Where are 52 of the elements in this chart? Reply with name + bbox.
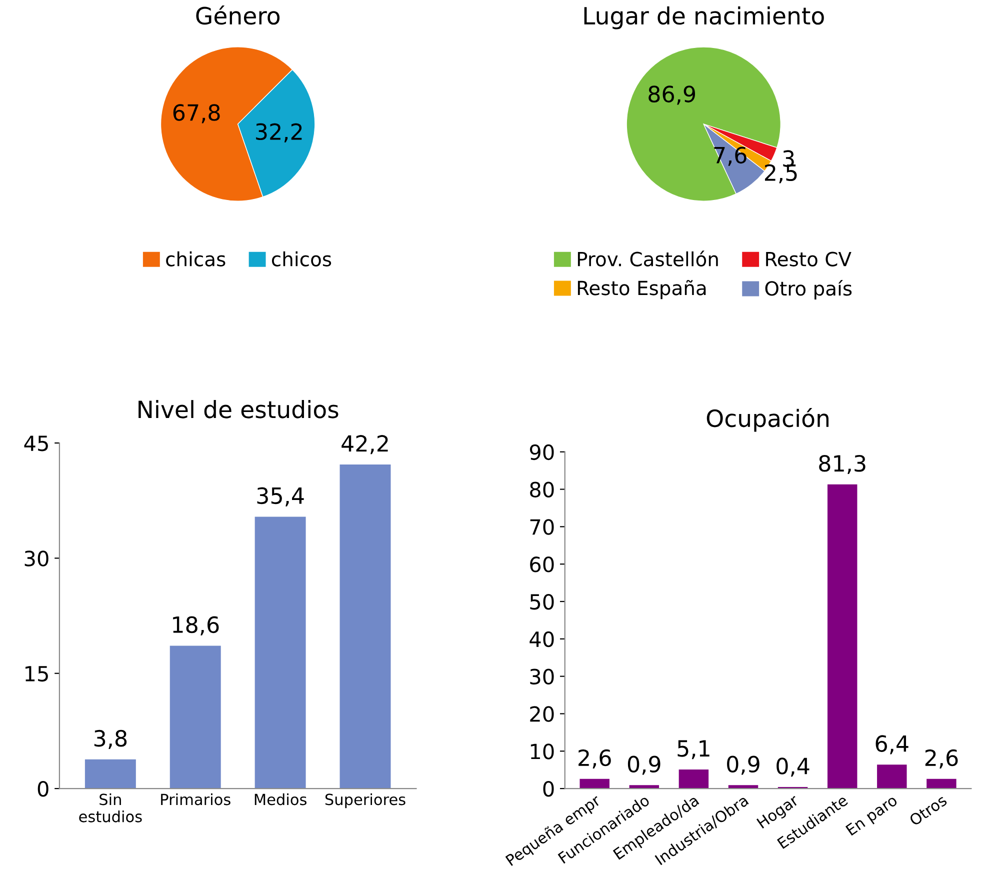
y-tick-label: 70 [530,519,554,535]
y-tick-label: 15 [26,666,48,682]
legend-label: Prov. Castellón [578,250,718,266]
bar [254,516,306,789]
data-label: 35,4 [257,487,304,506]
data-label: 32,2 [256,123,302,142]
bar [827,484,858,789]
data-label: 0,9 [727,756,760,775]
data-label: 67,8 [173,104,220,124]
x-tick-label: Medios [254,793,306,806]
y-tick-label: 0 [543,780,554,797]
y-tick-label: 20 [530,706,554,722]
legend-label: chicas [166,251,226,266]
y-tick-label: 45 [24,436,48,452]
data-label: 81,3 [819,454,866,474]
y-tick-label: 80 [530,482,554,498]
data-label: 0,4 [776,758,810,777]
y-tick-label: 40 [530,631,554,648]
y-tick-label: 60 [530,556,554,572]
x-tick-label: Sin estudios [79,793,142,822]
x-tick-label: Superiores [325,793,406,808]
legend-label: Resto España [578,280,706,300]
data-label: 2,6 [578,749,611,768]
chart-title: Lugar de nacimiento [584,6,824,30]
bar [170,646,221,789]
y-tick-label: 0 [38,780,48,797]
y-tick-label: 50 [530,594,554,610]
bar [340,464,391,789]
chart-title: Nivel de estudios [138,400,338,418]
chart-title: Género [196,5,280,25]
legend-label: chicos [272,251,332,266]
data-label: 2,6 [925,749,958,768]
data-label: 42,2 [342,435,388,454]
bar [580,778,610,789]
data-label: 86,9 [648,86,696,105]
y-tick-label: 30 [530,668,554,685]
data-label: 0,9 [628,756,660,775]
bar [926,778,956,789]
bar [84,759,136,789]
data-label: 18,6 [173,616,219,636]
x-tick-label: Primarios [161,793,230,806]
bar [678,769,709,789]
data-label: 5,1 [678,740,710,760]
chart-title: Ocupación [706,408,828,432]
y-tick-label: 10 [530,744,554,760]
legend-label: Resto CV [766,252,852,266]
data-label: 6,4 [876,735,908,754]
bar [877,764,907,789]
legend-label: Otro país [765,280,852,300]
data-label: 3,8 [94,730,127,749]
y-tick-label: 30 [24,550,48,566]
y-tick-label: 90 [530,444,554,460]
